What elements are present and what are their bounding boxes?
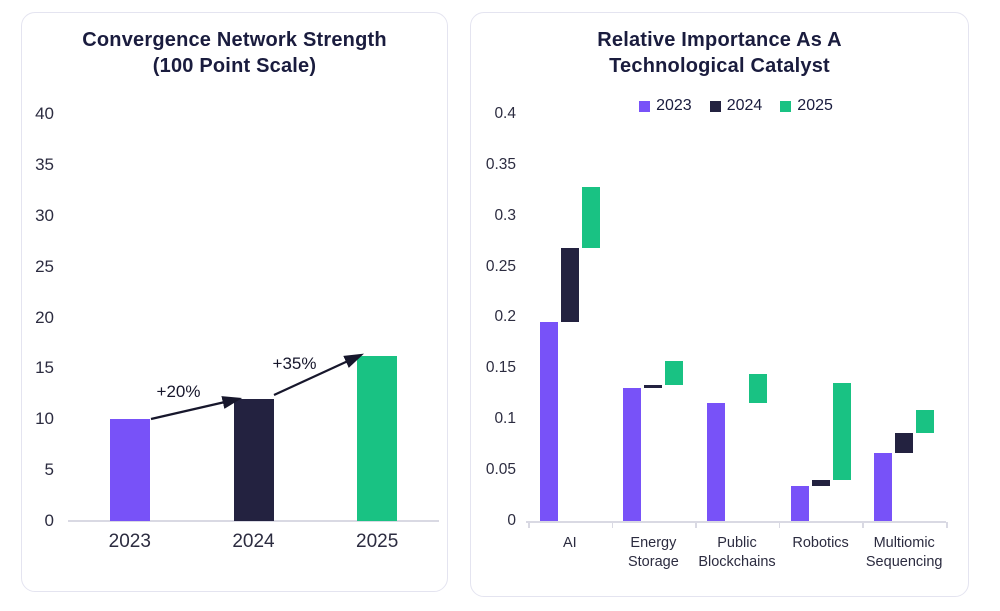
bar-2025 [357, 356, 398, 521]
left-y-tick-label: 20 [35, 307, 54, 327]
legend-swatch-2025 [780, 100, 792, 112]
right-category-label-energy-storage: Energy Storage [608, 534, 698, 572]
legend-item-2025: 2025 [780, 97, 833, 115]
growth-arrow-1 [150, 396, 243, 421]
left-y-tick-label: 25 [35, 256, 54, 276]
right-x-axis-tick [778, 522, 781, 528]
left-x-label-2023: 2023 [108, 531, 151, 552]
legend-swatch-2023 [639, 100, 651, 112]
right-x-axis-tick [528, 522, 530, 528]
bar-2023 [109, 419, 150, 521]
floating-bar-robotics-2024 [811, 480, 830, 487]
bar-2024 [233, 398, 274, 521]
left-y-tick-label: 0 [44, 511, 54, 530]
right-x-axis-tick [695, 522, 697, 528]
right-x-axis-tick [611, 522, 614, 528]
floating-bar-energy-storage-2023 [623, 387, 642, 521]
floating-bar-ai-2024 [560, 248, 579, 323]
right-y-tick-label: 0.25 [485, 257, 516, 275]
floating-bar-robotics-2025 [832, 382, 851, 481]
left-y-tick-label: 30 [35, 205, 54, 225]
right-chart-legend: 2023 2024 2025 [504, 97, 968, 115]
right-y-tick-label: 0.15 [485, 359, 516, 377]
right-y-tick-label: 0.05 [485, 461, 516, 479]
right-y-tick-label: 0.35 [485, 155, 516, 173]
category-label-line: Storage [627, 554, 679, 570]
right-category-label-ai: AI [525, 534, 615, 553]
legend-label-2024: 2024 [726, 97, 763, 114]
right-y-tick-label: 0.3 [494, 206, 516, 224]
category-label-line: Multiomic [873, 535, 935, 551]
right-chart-title: Relative Importance As A Technological C… [471, 27, 968, 79]
category-label-line: Public [717, 535, 757, 551]
category-label-line: Energy [630, 535, 677, 551]
left-y-tick-label: 10 [35, 409, 54, 429]
right-category-label-multiomic-sequencing: Multiomic Sequencing [859, 534, 949, 572]
legend-item-2023: 2023 [639, 97, 692, 115]
left-y-tick-label: 5 [44, 460, 54, 480]
right-chart-card: Relative Importance As A Technological C… [470, 12, 969, 597]
left-chart-card: Convergence Network Strength (100 Point … [21, 12, 448, 592]
right-x-axis-tick [862, 522, 864, 528]
right-y-tick-label: 0.4 [494, 104, 516, 122]
left-y-tick-label: 15 [35, 358, 54, 378]
growth-annotation-2: +35% [272, 354, 317, 373]
floating-bar-ai-2023 [539, 322, 558, 521]
right-y-tick-label: 0.1 [494, 410, 516, 428]
category-label-line: Blockchains [698, 554, 776, 570]
left-chart-title-line1: Convergence Network Strength [82, 29, 387, 51]
right-chart-title-line1: Relative Importance As A [597, 29, 842, 51]
legend-label-2023: 2023 [656, 97, 692, 114]
left-chart-title: Convergence Network Strength (100 Point … [22, 27, 447, 79]
floating-bar-energy-storage-2024 [644, 384, 663, 388]
floating-bar-multiomic-sequencing-2025 [916, 410, 935, 434]
right-y-tick-label: 0.2 [494, 308, 516, 326]
legend-swatch-2024 [709, 100, 721, 112]
floating-bar-energy-storage-2025 [665, 361, 684, 385]
right-y-tick-label: 0 [507, 512, 516, 529]
floating-bar-public-blockchains-2023 [707, 402, 725, 521]
floating-bar-ai-2025 [581, 187, 600, 249]
category-label-line: Sequencing [865, 554, 943, 570]
left-y-tick-label: 40 [35, 104, 54, 123]
left-y-tick-label: 35 [35, 154, 54, 174]
right-x-axis-tick [946, 522, 948, 528]
right-category-label-robotics: Robotics [776, 534, 866, 553]
category-label-line: Robotics [792, 535, 849, 551]
floating-bar-multiomic-sequencing-2024 [895, 433, 914, 453]
floating-bar-multiomic-sequencing-2023 [874, 452, 893, 521]
growth-annotation-1: +20% [156, 382, 201, 401]
right-chart-title-line2: Technological Catalyst [609, 55, 830, 77]
floating-bar-public-blockchains-2025 [749, 374, 767, 403]
left-x-axis-line [68, 520, 439, 522]
left-x-label-2024: 2024 [232, 531, 275, 552]
category-label-line: AI [562, 535, 577, 551]
floating-bar-robotics-2023 [790, 486, 809, 521]
legend-item-2024: 2024 [709, 97, 763, 115]
right-x-axis-line [526, 521, 946, 523]
left-x-label-2025: 2025 [356, 531, 399, 552]
legend-label-2025: 2025 [797, 97, 833, 114]
right-category-label-public-blockchains: Public Blockchains [692, 534, 782, 572]
left-chart-title-line2: (100 Point Scale) [152, 55, 317, 77]
